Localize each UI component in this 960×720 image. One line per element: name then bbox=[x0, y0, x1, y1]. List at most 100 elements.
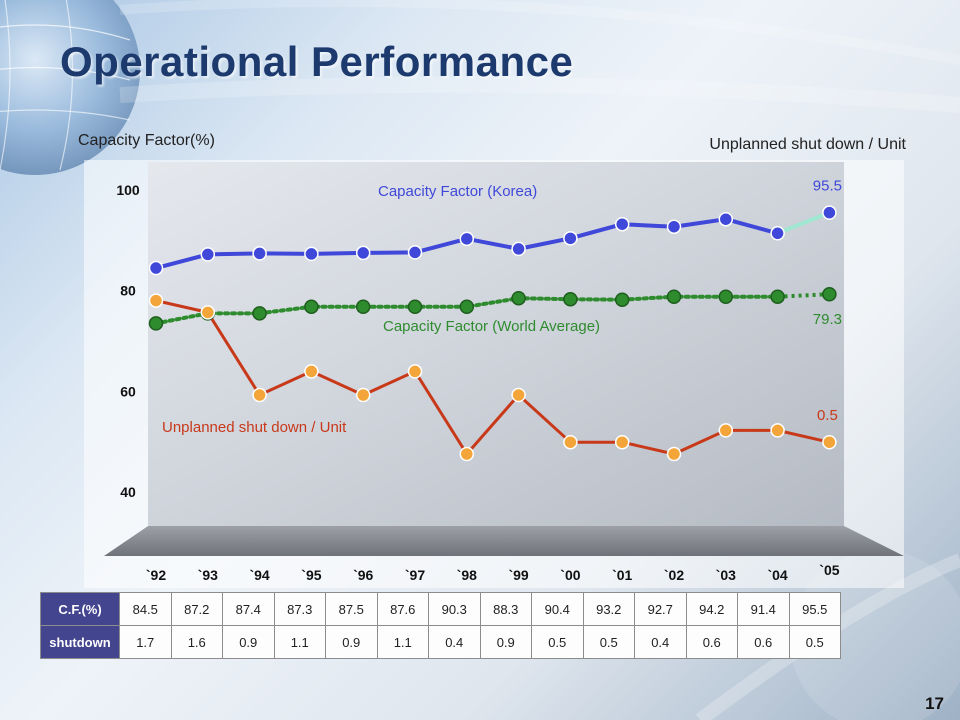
world-cf-point bbox=[355, 299, 371, 315]
table-cell: 91.4 bbox=[737, 592, 790, 626]
y-tick-label: 40 bbox=[120, 484, 136, 500]
x-tick-label: `92 bbox=[146, 567, 166, 583]
x-tick-label: `05 bbox=[819, 562, 839, 578]
korea-cf-point bbox=[614, 216, 630, 232]
table-cell: 90.3 bbox=[428, 592, 481, 626]
table-cell: 0.5 bbox=[531, 625, 584, 659]
shutdown-point bbox=[407, 364, 423, 379]
slide-title: Operational Performance bbox=[60, 38, 574, 85]
table-row: C.F.(%) 84.5 87.2 87.4 87.3 87.5 87.6 90.3 88.3 9… bbox=[40, 592, 841, 626]
table-cell: 0.5 bbox=[582, 625, 635, 659]
series-label: Unplanned shut down / Unit bbox=[162, 419, 347, 436]
table-cell: 88.3 bbox=[479, 592, 532, 626]
x-tick-label: `95 bbox=[301, 567, 321, 583]
korea-cf-point bbox=[511, 241, 526, 257]
table-cell: 95.5 bbox=[788, 592, 841, 626]
table-cell: 0.6 bbox=[737, 625, 790, 659]
table-row: shutdown 1.7 1.6 0.9 1.1 0.9 1.1 0.4 0.9 0.5 0.5 0.… bbox=[40, 625, 841, 659]
series-label: Capacity Factor (World Average) bbox=[383, 318, 600, 335]
table-cell: 0.6 bbox=[685, 625, 738, 659]
world-cf-point bbox=[822, 286, 837, 302]
table-cell: 1.6 bbox=[170, 625, 223, 659]
table-row-label: C.F.(%) bbox=[40, 592, 120, 626]
x-tick-label: `00 bbox=[560, 567, 580, 583]
table-cell: 1.7 bbox=[119, 625, 172, 659]
x-tick-label: `93 bbox=[198, 567, 218, 583]
korea-cf-end-label: 95.5 bbox=[813, 178, 842, 195]
shutdown-end-label: 0.5 bbox=[817, 407, 838, 424]
x-tick-label: `97 bbox=[405, 567, 425, 583]
korea-cf-point bbox=[822, 205, 837, 220]
world-cf-point bbox=[770, 289, 785, 304]
table-cell: 94.2 bbox=[685, 592, 738, 626]
shutdown-point bbox=[355, 387, 371, 403]
world-cf-point bbox=[563, 291, 578, 307]
korea-cf-point bbox=[355, 245, 371, 261]
world-cf-point bbox=[407, 299, 423, 315]
world-cf-point bbox=[614, 292, 630, 307]
shutdown-point bbox=[666, 446, 682, 462]
korea-cf-point bbox=[200, 247, 216, 262]
shutdown-point bbox=[511, 387, 526, 403]
left-axis-caption: Capacity Factor(%) bbox=[78, 132, 215, 149]
table-cell: 93.2 bbox=[582, 592, 635, 626]
table-cell: 0.4 bbox=[634, 625, 687, 659]
globe-graphic bbox=[0, 0, 140, 175]
korea-cf-point bbox=[459, 231, 475, 247]
x-tick-label: `02 bbox=[664, 567, 684, 583]
table-row-label: shutdown bbox=[40, 625, 120, 659]
shutdown-point bbox=[718, 423, 734, 438]
table-cell: 0.9 bbox=[325, 625, 378, 659]
table-cell: 92.7 bbox=[634, 592, 687, 626]
table-cell: 87.5 bbox=[325, 592, 378, 626]
korea-cf-point bbox=[563, 231, 578, 246]
x-tick-label: `99 bbox=[508, 567, 528, 583]
y-tick-label: 80 bbox=[120, 283, 136, 299]
shutdown-point bbox=[770, 423, 785, 438]
shutdown-line-last-segment bbox=[777, 428, 830, 444]
table-cell: 87.3 bbox=[273, 592, 326, 626]
table-cell: 0.9 bbox=[479, 625, 532, 659]
data-table: C.F.(%) 84.5 87.2 87.4 87.3 87.5 87.6 90.3 88.3 9… bbox=[40, 592, 841, 659]
x-tick-label: `04 bbox=[767, 567, 787, 583]
table-cell: 0.4 bbox=[428, 625, 481, 659]
world-cf-point bbox=[666, 289, 682, 304]
plot-floor bbox=[104, 526, 904, 556]
table-cell: 90.4 bbox=[531, 592, 584, 626]
korea-cf-point bbox=[666, 219, 682, 234]
world-cf-point bbox=[148, 316, 164, 331]
shutdown-point bbox=[304, 364, 319, 379]
x-tick-label: `03 bbox=[716, 567, 736, 583]
x-tick-label: `94 bbox=[249, 567, 269, 583]
page-number: 17 bbox=[925, 694, 944, 713]
table-cell: 0.5 bbox=[788, 625, 841, 659]
world-cf-point bbox=[718, 289, 734, 304]
right-axis-caption: Unplanned shut down / Unit bbox=[709, 136, 906, 153]
table-cell: 1.1 bbox=[273, 625, 326, 659]
world-cf-point bbox=[252, 306, 267, 321]
table-cell: 1.1 bbox=[376, 625, 429, 659]
table-cell: 87.4 bbox=[222, 592, 275, 626]
world-cf-point bbox=[459, 299, 475, 315]
korea-cf-point bbox=[252, 246, 267, 261]
korea-cf-point bbox=[770, 226, 785, 241]
table-cell: 87.2 bbox=[170, 592, 223, 626]
world-cf-point bbox=[511, 290, 526, 306]
plot-panel bbox=[148, 162, 844, 526]
table-cell: 87.6 bbox=[376, 592, 429, 626]
world-cf-point bbox=[304, 299, 319, 315]
y-tick-label: 100 bbox=[116, 182, 140, 198]
shutdown-point bbox=[148, 293, 164, 308]
korea-cf-line-last-segment bbox=[776, 210, 831, 236]
korea-cf-point bbox=[718, 211, 734, 227]
series-label: Capacity Factor (Korea) bbox=[378, 183, 537, 200]
x-tick-label: `98 bbox=[457, 567, 477, 583]
shutdown-point bbox=[459, 446, 475, 462]
x-tick-label: `96 bbox=[353, 567, 373, 583]
shutdown-point bbox=[200, 305, 216, 320]
world-cf-end-label: 79.3 bbox=[813, 311, 842, 328]
y-tick-label: 60 bbox=[120, 383, 136, 399]
x-tick-label: `01 bbox=[612, 567, 632, 583]
table-cell: 0.9 bbox=[222, 625, 275, 659]
